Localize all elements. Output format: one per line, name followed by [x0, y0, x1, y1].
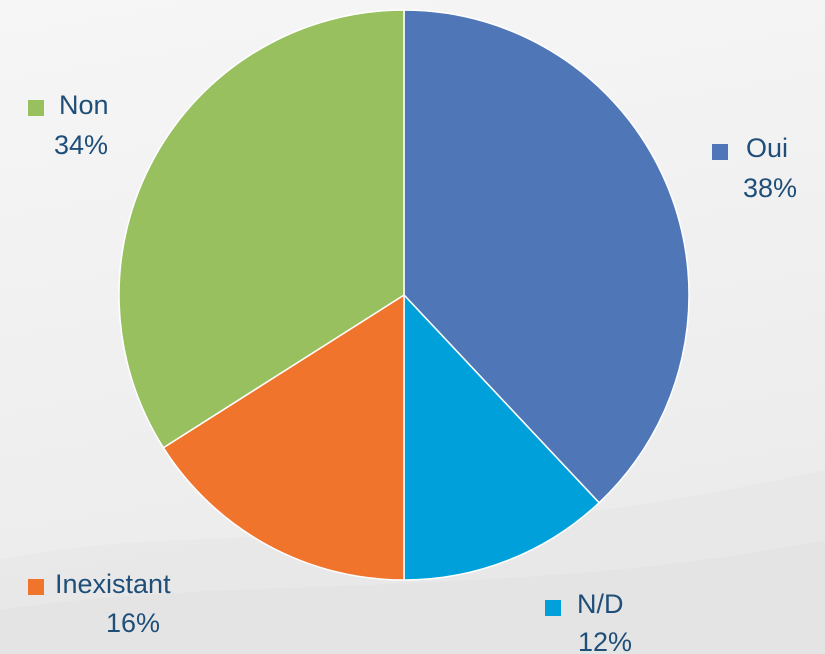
- pie-slices: [118, 9, 690, 581]
- category-label-inexistant: Inexistant: [55, 569, 171, 599]
- legend-marker-n-d: [545, 600, 561, 616]
- category-label-n-d: N/D: [577, 589, 624, 619]
- legend-marker-inexistant: [28, 579, 44, 595]
- value-label-non: 34%: [54, 130, 108, 160]
- legend-marker-non: [28, 100, 44, 116]
- value-label-inexistant: 16%: [106, 608, 160, 638]
- value-label-oui: 38%: [743, 173, 797, 203]
- category-label-non: Non: [59, 90, 109, 120]
- pie-slice-non: [118, 9, 405, 449]
- pie-labels: Oui 38% N/D 12% Inexistant 16% Non 34%: [28, 90, 797, 654]
- pie-slice-inexistant: [162, 293, 405, 581]
- pie-slice-n-d: [403, 293, 601, 581]
- category-label-oui: Oui: [746, 133, 788, 163]
- pie-slice-oui: [403, 9, 690, 504]
- value-label-n-d: 12%: [578, 627, 632, 654]
- legend-marker-oui: [712, 144, 728, 160]
